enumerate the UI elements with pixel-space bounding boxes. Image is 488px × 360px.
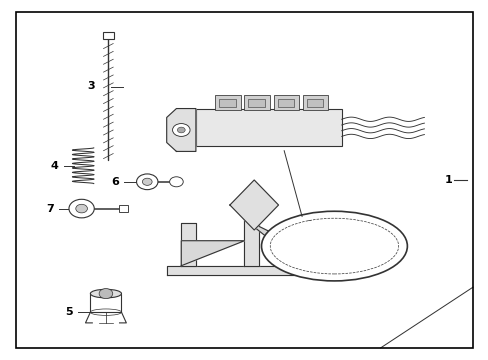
Bar — [277, 99, 293, 107]
Text: 6: 6 — [111, 177, 120, 187]
Bar — [302, 95, 327, 111]
Text: 1: 1 — [444, 175, 452, 185]
Text: 2: 2 — [305, 220, 313, 230]
Bar — [196, 109, 341, 146]
Polygon shape — [229, 180, 278, 230]
Bar — [215, 95, 240, 111]
Ellipse shape — [90, 289, 121, 298]
Polygon shape — [166, 266, 302, 275]
Text: 5: 5 — [65, 307, 73, 317]
Polygon shape — [181, 223, 196, 266]
Text: 3: 3 — [87, 81, 95, 91]
Bar — [273, 95, 298, 111]
Circle shape — [69, 199, 94, 218]
Bar — [90, 294, 121, 312]
Bar — [244, 95, 269, 111]
Bar — [102, 32, 114, 39]
Bar — [306, 99, 323, 107]
Circle shape — [136, 174, 158, 190]
Ellipse shape — [270, 218, 398, 274]
Circle shape — [169, 177, 183, 187]
Polygon shape — [244, 219, 259, 266]
Ellipse shape — [261, 211, 407, 281]
Text: 7: 7 — [46, 203, 54, 213]
Bar — [118, 205, 128, 212]
Circle shape — [177, 127, 185, 133]
Polygon shape — [244, 219, 302, 266]
Bar — [248, 99, 264, 107]
Circle shape — [172, 123, 190, 136]
Circle shape — [76, 204, 87, 213]
Circle shape — [142, 178, 152, 185]
Bar — [219, 99, 235, 107]
Polygon shape — [181, 241, 244, 266]
Circle shape — [99, 289, 113, 298]
Polygon shape — [166, 109, 196, 152]
Text: 4: 4 — [51, 161, 59, 171]
